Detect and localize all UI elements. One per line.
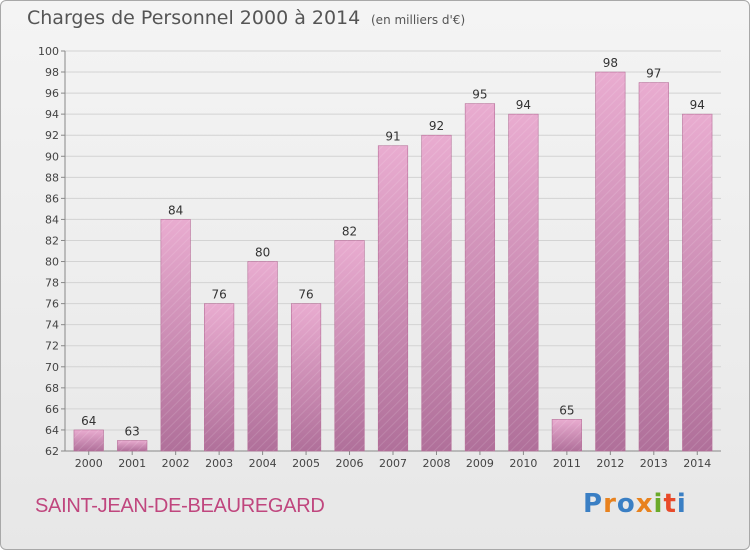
logo-letter: o — [616, 489, 636, 519]
bars — [73, 71, 713, 452]
bar-value-label: 82 — [342, 224, 357, 238]
bar-value-label: 97 — [646, 67, 661, 81]
bar-labels: 64 63 84 76 80 76 82 91 92 95 94 65 98 97 94 — [81, 56, 705, 438]
x-tick-label: 2007 — [379, 457, 407, 470]
bar-value-label: 94 — [690, 98, 705, 112]
proxiti-logo[interactable]: Proxiti — [583, 489, 687, 519]
x-tick-label: 2012 — [596, 457, 624, 470]
x-tick-label: 2006 — [336, 457, 364, 470]
logo-letter: x — [635, 489, 654, 519]
logo-letter: t — [663, 489, 677, 519]
logo-letter: r — [603, 489, 617, 519]
y-tick-label: 74 — [45, 319, 59, 332]
bar-texture — [160, 219, 191, 451]
x-tick-label: 2009 — [466, 457, 494, 470]
bar-texture — [291, 303, 321, 451]
commune-name: SAINT-JEAN-DE-BEAUREGARD — [35, 495, 325, 517]
y-tick-label: 90 — [45, 150, 59, 163]
x-tick-label: 2001 — [118, 457, 146, 470]
bar-texture — [639, 82, 669, 451]
y-tick-label: 86 — [45, 192, 59, 205]
y-tick-label: 68 — [45, 382, 59, 395]
chart-subtitle: (en milliers d'€) — [371, 13, 466, 27]
y-tick-label: 98 — [45, 66, 59, 79]
bar-value-label: 80 — [255, 246, 270, 260]
y-tick-label: 84 — [45, 213, 59, 226]
x-tick-label: 2005 — [292, 457, 320, 470]
bar-texture — [421, 135, 452, 452]
bar-value-label: 76 — [298, 288, 313, 302]
bar-texture — [117, 440, 147, 451]
x-tick-label: 2004 — [249, 457, 277, 470]
bar-texture — [508, 114, 539, 451]
y-tick-label: 66 — [45, 403, 59, 416]
bar-value-label: 94 — [516, 98, 531, 112]
chart-title: Charges de Personnel 2000 à 2014 — [27, 7, 361, 29]
bar-texture — [378, 145, 408, 451]
y-tick-label: 72 — [45, 340, 59, 353]
x-tick-label: 2011 — [553, 457, 581, 470]
y-tick-label: 94 — [45, 108, 59, 121]
y-tick-label: 62 — [45, 445, 59, 458]
logo-letter: i — [676, 489, 687, 519]
x-tick-label: 2003 — [205, 457, 233, 470]
y-tick-label: 88 — [45, 171, 59, 184]
bar-texture — [552, 419, 582, 451]
x-tick-label: 2002 — [162, 457, 190, 470]
bar-value-label: 95 — [472, 88, 487, 102]
y-tick-label: 76 — [45, 298, 59, 311]
bar-texture — [465, 103, 495, 451]
bar-texture — [204, 303, 234, 451]
y-tick-label: 80 — [45, 256, 59, 269]
bar-value-label: 65 — [559, 403, 574, 417]
x-tick-label: 2014 — [683, 457, 711, 470]
bar-texture — [595, 72, 626, 451]
y-tick-label: 82 — [45, 234, 59, 247]
bar-texture — [247, 261, 278, 451]
bar-texture — [334, 240, 365, 451]
x-tick-label: 2010 — [509, 457, 537, 470]
bar-value-label: 84 — [168, 203, 183, 217]
bar-texture — [73, 429, 104, 451]
x-tick-label: 2008 — [422, 457, 450, 470]
bar-texture — [682, 114, 713, 451]
y-tick-label: 96 — [45, 87, 59, 100]
y-tick-label: 92 — [45, 129, 59, 142]
logo-letter: i — [653, 489, 664, 519]
y-tick-label: 100 — [38, 45, 59, 58]
x-tick-label: 2013 — [640, 457, 668, 470]
bar-value-label: 92 — [429, 119, 444, 133]
logo-letter: P — [583, 489, 604, 519]
bar-value-label: 64 — [81, 414, 96, 428]
x-tick-label: 2000 — [75, 457, 103, 470]
bar-value-label: 91 — [385, 130, 400, 144]
y-tick-label: 78 — [45, 277, 59, 290]
y-tick-label: 64 — [45, 424, 59, 437]
bar-value-label: 98 — [603, 56, 618, 70]
y-tick-label: 70 — [45, 361, 59, 374]
bar-value-label: 63 — [125, 424, 140, 438]
bar-value-label: 76 — [211, 288, 226, 302]
